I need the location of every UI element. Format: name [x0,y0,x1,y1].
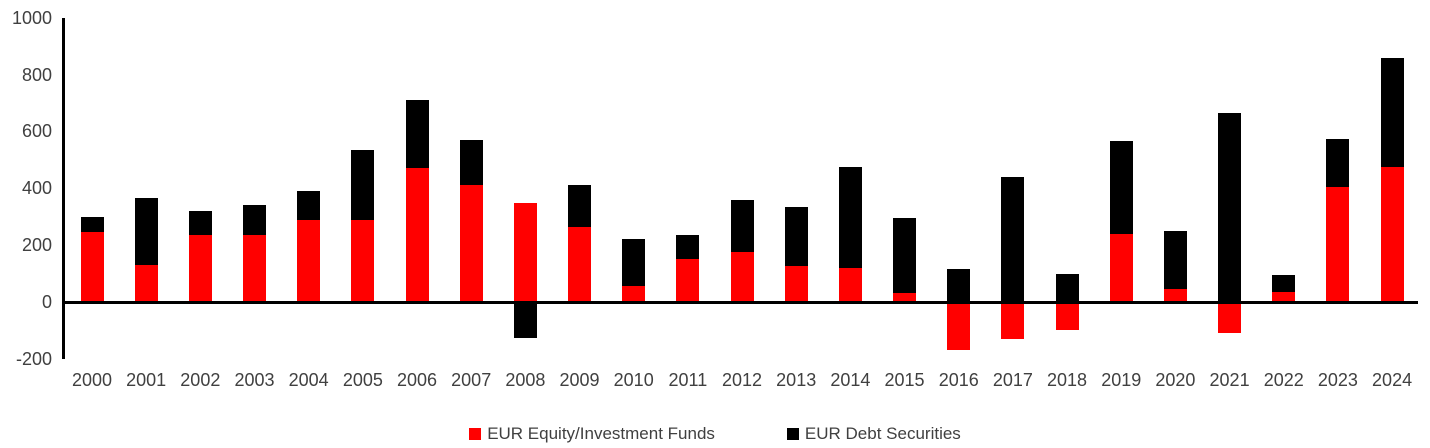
bar-segment-debt [784,206,808,267]
bar-segment-debt [1001,176,1025,302]
legend-swatch-debt-icon [786,428,799,440]
bar-segment-equity [676,259,700,302]
bar-segment-equity [1163,289,1187,302]
bar-segment-debt [893,218,917,294]
bar-segment-equity [1001,302,1025,339]
bar-segment-debt [568,185,592,227]
bar-segment-equity [297,219,321,302]
bar-segment-debt [730,199,754,253]
x-tick-label: 2016 [938,370,979,390]
bar-segment-debt [838,167,862,268]
x-tick-label: 2023 [1317,370,1358,390]
bar-segment-equity [351,219,375,302]
bar-segment-debt [188,211,212,236]
bar-segment-debt [243,205,266,236]
x-tick-label: 2021 [1209,370,1250,390]
bar-segment-equity [1055,302,1079,331]
bar-segment-equity [622,286,646,302]
x-tick-label: 2017 [992,370,1033,390]
y-tick-label: -200 [15,348,52,369]
x-tick-label: 2022 [1263,370,1304,390]
bar-segment-debt [1055,273,1079,302]
bar-segment-equity [730,252,754,302]
bar-segment-debt [1272,275,1296,293]
x-tick-label: 2006 [396,370,438,390]
bar-segment-equity [243,235,266,302]
x-tick-label: 2002 [180,370,221,390]
x-tick-label: 2018 [1047,370,1088,390]
x-tick-label: 2010 [613,370,654,390]
y-tick-label: 0 [41,292,52,312]
x-tick-label: 2000 [71,370,113,390]
y-tick-label: 200 [21,235,52,256]
bar-segment-equity [784,266,808,302]
bar-segment-debt [351,149,375,220]
bar-segment-debt [513,302,537,338]
bar-segment-equity [1272,292,1296,302]
bar-segment-equity [1109,233,1133,302]
bar-segment-equity [568,226,592,302]
x-tick-label: 2005 [342,370,383,390]
bar-segment-equity [838,267,862,302]
bar-segment-equity [80,232,104,302]
bar-segment-equity [893,293,917,302]
legend-item-debt: EUR Debt Securities [786,424,961,444]
x-axis-baseline [62,300,1418,304]
bar-segment-equity [405,168,429,302]
y-tick-label: 400 [21,178,52,199]
bar-segment-debt [1109,141,1133,234]
x-tick-label: 2012 [722,370,763,390]
bar-segment-debt [1380,57,1404,167]
x-tick-label: 2013 [776,370,817,390]
bar-segment-debt [405,100,429,169]
x-tick-label: 2009 [559,370,600,390]
x-tick-label: 2014 [830,370,871,390]
bar-segment-debt [947,269,971,302]
x-tick-label: 2007 [451,370,492,390]
bar-segment-equity [1380,167,1404,302]
bar-segment-debt [1326,138,1350,187]
bar-segment-debt [134,198,158,266]
bar-segment-debt [1163,230,1187,290]
bar-segment-debt [459,140,483,186]
legend-swatch-equity-icon [469,428,482,440]
y-tick-label: 600 [21,121,52,142]
bar-segment-equity [459,185,483,302]
legend: EUR Equity/Investment Funds EUR Debt Sec… [0,421,1430,447]
x-tick-label: 2008 [505,370,546,390]
bar-segment-equity [947,302,971,351]
bar-segment-debt [297,191,321,220]
x-tick-label: 2015 [884,370,925,390]
bar-segment-debt [676,235,700,260]
y-tick-label: 800 [21,64,52,85]
y-axis-line [62,17,65,359]
x-tick-label: 2011 [668,370,708,390]
bar-segment-debt [1218,113,1242,302]
x-tick-label: 2001 [126,370,167,390]
x-tick-label: 2004 [288,370,329,390]
bar-segment-equity [1218,302,1242,334]
x-tick-label: 2019 [1101,370,1142,390]
bar-segment-equity [1326,186,1350,302]
bar-segment-debt [622,239,646,287]
bar-segment-equity [513,202,537,302]
bar-segment-debt [80,216,104,233]
legend-label-debt: EUR Debt Securities [804,424,961,443]
x-tick-label: 2003 [234,370,275,390]
legend-item-equity: EUR Equity/Investment Funds [469,424,715,444]
x-tick-label: 2024 [1372,370,1413,390]
bar-segment-equity [188,235,212,302]
bar-segment-equity [134,265,158,302]
y-tick-label: 1000 [11,7,52,28]
x-tick-label: 2020 [1155,370,1196,390]
legend-label-equity: EUR Equity/Investment Funds [487,424,715,443]
